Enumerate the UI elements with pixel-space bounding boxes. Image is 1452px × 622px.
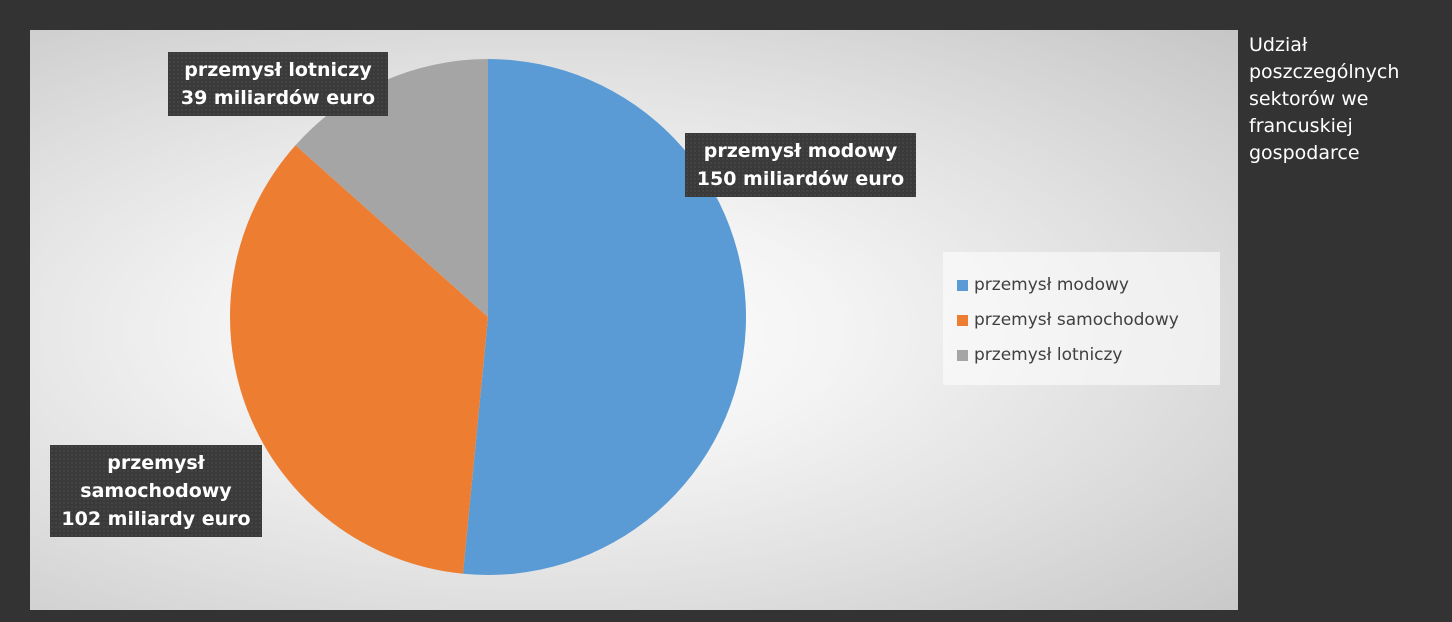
pie-chart-svg [230,59,747,576]
legend-label: przemysł modowy [974,275,1129,295]
caption-line: francuskiej [1249,115,1353,137]
legend-swatch [957,279,968,291]
data-label-line: 150 miliardów euro [696,168,905,190]
data-label-line: samochodowy [80,480,232,502]
legend-label: przemysł lotniczy [974,345,1123,365]
data-label-line: przemysł [107,452,205,474]
legend-item-aviation: przemysł lotniczy [957,345,1123,365]
legend-swatch [957,349,968,361]
pie-chart: przemysł modowy 150 miliardów euro przem… [30,30,1238,610]
data-label-line: 39 miliardów euro [180,87,376,109]
data-label-line: przemysł lotniczy [184,59,372,81]
legend-swatch [957,314,968,326]
caption-line: gospodarce [1249,142,1360,164]
chart-caption: Udział poszczególnych sektorów we francu… [1249,32,1439,167]
data-label-automotive-industry: przemysł samochodowy 102 miliardy euro [50,445,262,537]
data-label-line: 102 miliardy euro [61,508,251,530]
legend-item-fashion: przemysł modowy [957,275,1129,295]
pie-slice-fashion [462,59,747,576]
chart-legend: przemysł modowy przemysł samochodowy prz… [943,252,1220,385]
data-label-line: przemysł modowy [703,140,898,162]
caption-line: sektorów we [1249,88,1369,110]
legend-item-automotive: przemysł samochodowy [957,310,1179,330]
legend-label: przemysł samochodowy [974,310,1179,330]
pie-slice-automotive [230,145,489,574]
caption-line: poszczególnych [1249,61,1400,83]
pie-slice-aviation [295,59,488,317]
data-label-aviation-industry: przemysł lotniczy 39 miliardów euro [168,52,388,116]
data-label-fashion-industry: przemysł modowy 150 miliardów euro [685,133,916,197]
caption-line: Udział [1249,34,1308,56]
